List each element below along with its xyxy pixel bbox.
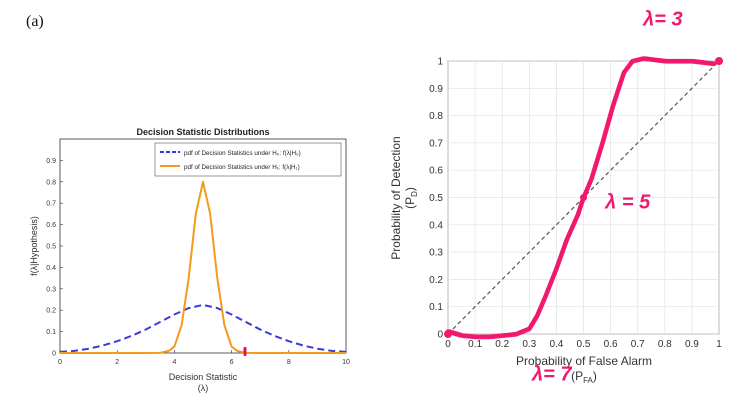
roc-y-tick-label: 0.1	[429, 302, 443, 313]
pdf-x-axis-label-sub: (λ)	[198, 383, 209, 393]
roc-y-tick-label: 0.9	[429, 84, 443, 95]
roc-annotation-2: λ= 7	[531, 363, 572, 385]
roc-handdrawn-curve-stroke	[447, 58, 716, 340]
pdf-chart: Decision Statistic Distributions 0 0.1 0.2…	[29, 127, 350, 393]
roc-x-axis-label: Probability of False Alarm	[516, 354, 652, 368]
roc-start-dot	[444, 330, 452, 338]
roc-x-axis-unit: (PFA)	[571, 369, 597, 385]
pdf-y-tick-label: 0.9	[46, 158, 56, 165]
roc-y-tick-label: 0.4	[429, 220, 443, 231]
roc-y-tick-label: 1	[437, 57, 443, 68]
roc-x-tick-label: 0.4	[549, 339, 563, 350]
roc-annotation-1: λ = 5	[604, 191, 651, 213]
pdf-x-tick-label: 8	[287, 359, 291, 366]
pdf-x-tick-label: 2	[115, 359, 119, 366]
roc-y-tick-label: 0.3	[429, 248, 443, 259]
roc-x-tick-label: 0.1	[468, 339, 482, 350]
roc-series	[444, 56, 723, 340]
pdf-legend: pdf of Decision Statistics under H₀: f(λ…	[154, 142, 342, 177]
pdf-x-axis-label: Decision Statistic	[169, 372, 238, 382]
pdf-y-tick-label: 0	[52, 351, 56, 358]
roc-y-tick-label: 0.7	[429, 138, 443, 149]
pdf-y-axis-label: f(λ|Hypothesis)	[29, 216, 39, 276]
roc-x-tick-label: 0.6	[604, 339, 618, 350]
pdf-y-tick-label: 0.2	[46, 308, 56, 315]
figure-label: (a)	[26, 13, 44, 30]
pdf-series	[59, 180, 347, 354]
roc-x-tick-label: 0	[445, 339, 451, 350]
legend-label-h1: pdf of Decision Statistics under H₁: f(λ…	[184, 164, 300, 171]
roc-y-tick-label: 0.5	[429, 193, 443, 204]
pdf-x-tick-label: 6	[230, 359, 234, 366]
roc-annotations: λ= 3 λ = 5 λ= 7	[531, 9, 683, 386]
roc-x-tick-label: 1	[716, 339, 722, 350]
roc-x-ticks: 0 0.1 0.2 0.3 0.4 0.5 0.6 0.7 0.8 0.9 1	[445, 339, 722, 350]
pdf-chart-title: Decision Statistic Distributions	[136, 127, 269, 137]
roc-y-tick-label: 0.2	[429, 275, 443, 286]
roc-x-tick-label: 0.3	[522, 339, 536, 350]
pdf-y-ticks: 0 0.1 0.2 0.3 0.4 0.5 0.6 0.7 0.8 0.9	[46, 158, 63, 358]
roc-y-tick-label: 0.6	[429, 166, 443, 177]
pdf-y-tick-label: 0.5	[46, 244, 56, 251]
pdf-y-tick-label: 0.7	[46, 201, 56, 208]
pdf-y-tick-label: 0.6	[46, 222, 56, 229]
roc-annotation-0: λ= 3	[642, 9, 682, 31]
pdf-x-tick-label: 4	[172, 359, 176, 366]
pdf-y-tick-label: 0.8	[46, 179, 56, 186]
pdf-y-tick-label: 0.4	[46, 265, 56, 272]
roc-y-axis-unit: (PD)	[403, 187, 419, 209]
roc-x-tick-label: 0.5	[577, 339, 591, 350]
roc-x-tick-label: 0.2	[495, 339, 509, 350]
roc-y-ticks: 0 0.1 0.2 0.3 0.4 0.5 0.6 0.7 0.8 0.9 1	[429, 57, 443, 341]
roc-x-tick-label: 0.7	[631, 339, 645, 350]
legend-label-h0: pdf of Decision Statistics under H₀: f(λ…	[184, 150, 301, 157]
roc-y-tick-label: 0.8	[429, 111, 443, 122]
pdf-x-tick-label: 10	[342, 359, 350, 366]
roc-end-dot	[715, 57, 723, 65]
pdf-x-tick-label: 0	[58, 359, 62, 366]
pdf-y-tick-label: 0.1	[46, 329, 56, 336]
pdf-series-h0-line	[59, 303, 347, 353]
roc-mid-dot	[580, 194, 587, 201]
pdf-legend-box	[154, 142, 342, 177]
roc-x-tick-label: 0.9	[685, 339, 699, 350]
pdf-y-tick-label: 0.3	[46, 286, 56, 293]
roc-y-tick-label: 0	[437, 330, 443, 341]
threshold-mark	[243, 347, 247, 356]
roc-x-tick-label: 0.8	[658, 339, 672, 350]
roc-y-axis-label: Probability of Detection	[389, 136, 403, 259]
roc-grid	[447, 60, 720, 335]
roc-chart: 0 0.1 0.2 0.3 0.4 0.5 0.6 0.7 0.8 0.9 1 0 0.1 0.2 0.3…	[389, 9, 723, 386]
pdf-series-h1-line	[60, 180, 346, 354]
